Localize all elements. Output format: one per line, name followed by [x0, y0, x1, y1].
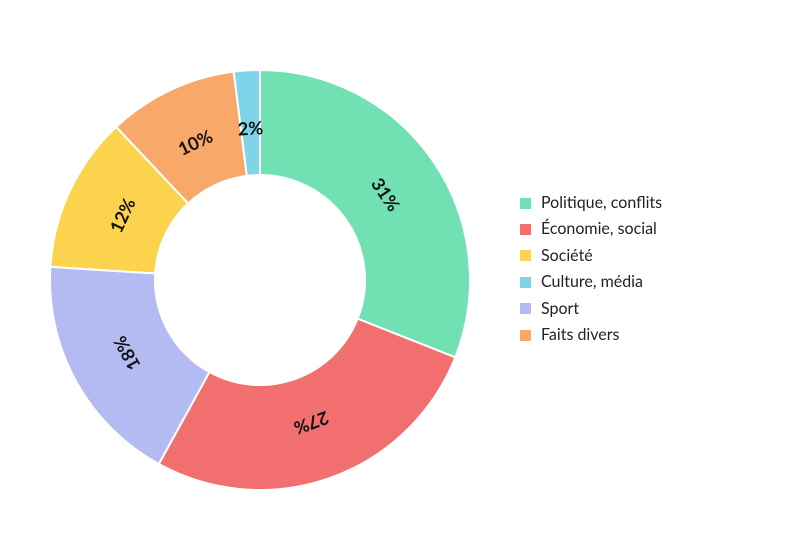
legend-label-societe: Société [541, 243, 593, 269]
slice-politique [260, 70, 470, 357]
legend-swatch-faits [520, 330, 531, 341]
legend: Politique, conflitsÉconomie, socialSocié… [520, 190, 662, 348]
legend-swatch-politique [520, 198, 531, 209]
legend-item-faits: Faits divers [520, 322, 662, 348]
legend-item-culture: Culture, média [520, 269, 662, 295]
legend-label-culture: Culture, média [541, 269, 643, 295]
legend-swatch-sport [520, 303, 531, 314]
legend-label-sport: Sport [541, 296, 579, 322]
legend-swatch-societe [520, 250, 531, 261]
legend-item-economie: Économie, social [520, 216, 662, 242]
legend-item-politique: Politique, conflits [520, 190, 662, 216]
legend-item-sport: Sport [520, 296, 662, 322]
legend-label-economie: Économie, social [541, 216, 657, 242]
slice-label-culture: 2% [237, 116, 264, 140]
legend-label-politique: Politique, conflits [541, 190, 662, 216]
legend-swatch-economie [520, 224, 531, 235]
slice-economie [159, 319, 455, 490]
legend-swatch-culture [520, 277, 531, 288]
chart-canvas: 31%27%18%12%10%2% Politique, conflitsÉco… [0, 0, 812, 559]
donut-chart: 31%27%18%12%10%2% [0, 0, 812, 559]
legend-label-faits: Faits divers [541, 322, 619, 348]
legend-item-societe: Société [520, 243, 662, 269]
